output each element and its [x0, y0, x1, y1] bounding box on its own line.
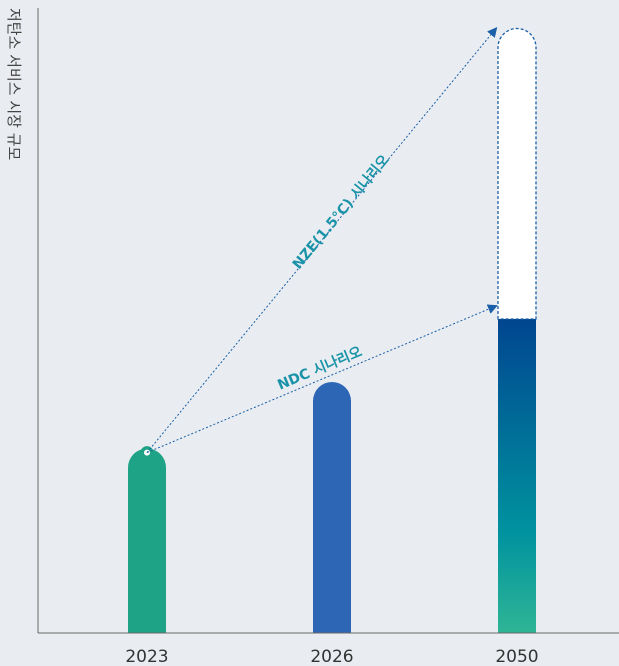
x-tick-2050: 2050 — [495, 647, 538, 666]
bar-2050 — [498, 300, 536, 633]
x-tick-2023: 2023 — [125, 647, 168, 666]
y-axis-label: 저탄소 서비스 시장 규모 — [5, 8, 23, 161]
nze-arrow — [146, 26, 498, 453]
x-tick-2026: 2026 — [310, 647, 353, 666]
nze-scenario-label: NZE(1.5°C) 시나리오 — [290, 152, 393, 272]
bar-2026 — [313, 381, 351, 633]
ndc-scenario-label: NDC 시나리오 — [275, 344, 364, 394]
bar-2023 — [128, 448, 166, 633]
ndc-arrow — [146, 304, 498, 454]
nze-projection-2050 — [497, 27, 537, 320]
